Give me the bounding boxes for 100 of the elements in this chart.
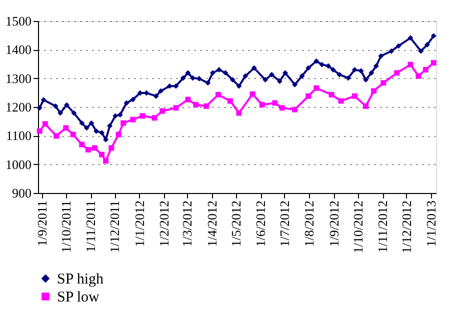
point (40, 97, 46, 103)
point (408, 62, 414, 68)
point (276, 78, 282, 84)
y-tick-label: 1300 (6, 70, 32, 86)
point (152, 115, 158, 121)
point (196, 76, 202, 82)
point (378, 53, 384, 59)
point (236, 110, 242, 116)
point (173, 105, 179, 111)
legend-label: SP high (57, 272, 104, 288)
point (130, 116, 136, 122)
point (88, 120, 94, 126)
point (63, 125, 69, 131)
point (352, 93, 358, 99)
point (204, 103, 210, 109)
point (299, 73, 305, 79)
point (242, 73, 248, 79)
point (84, 125, 90, 131)
legend-label: SP low (57, 290, 100, 306)
x-tick-label: 1/8/2012 (302, 200, 317, 247)
point (319, 62, 325, 68)
point (36, 128, 42, 134)
y-tick-label: 1500 (6, 14, 32, 28)
point (124, 100, 130, 106)
x-tick-label: 1/10/2012 (350, 200, 366, 254)
point (79, 120, 85, 126)
point (227, 98, 233, 104)
point (153, 93, 159, 99)
point (116, 132, 122, 138)
point (363, 103, 369, 109)
x-tick-label: 1/1/2013 (424, 200, 439, 247)
point (418, 48, 424, 54)
point (272, 100, 278, 106)
x-tick-label: 1/11/2012 (375, 200, 390, 253)
x-tick-label: 1/9/2012 (326, 200, 342, 247)
point (306, 65, 312, 71)
point (112, 113, 118, 119)
x-tick-label: 1/1/2012 (132, 200, 147, 247)
point (328, 92, 334, 98)
x-tick-label: 1/3/2012 (180, 200, 195, 247)
point (120, 120, 126, 126)
point (166, 83, 172, 89)
point (330, 66, 336, 72)
point (292, 82, 298, 88)
y-tick-label: 900 (12, 186, 32, 200)
point (86, 146, 91, 152)
point (71, 110, 77, 116)
y-tick-label: 1200 (6, 100, 32, 114)
point (99, 152, 105, 158)
point (346, 75, 352, 81)
y-tick-label: 1400 (6, 42, 32, 58)
point (326, 63, 332, 69)
point (262, 77, 268, 83)
point (185, 70, 191, 76)
point (160, 108, 166, 114)
x-tick-label: 1/12/2012 (398, 200, 414, 254)
point (117, 112, 123, 118)
point (430, 60, 436, 66)
point (36, 105, 42, 111)
point (259, 102, 265, 108)
point (193, 102, 199, 108)
x-tick-label: 1/4/2012 (204, 200, 220, 247)
point (250, 91, 256, 97)
point (338, 98, 344, 104)
y-tick-label: 1100 (6, 128, 32, 144)
point (42, 121, 48, 127)
point (190, 75, 196, 81)
point (103, 158, 109, 164)
point (70, 132, 76, 138)
x-tick-label: 1/9/2011 (34, 200, 50, 246)
point (107, 123, 113, 129)
point (54, 133, 60, 139)
point (64, 102, 70, 108)
x-tick-label: 1/11/2011 (83, 200, 98, 252)
point (380, 80, 386, 86)
point (236, 83, 242, 89)
point (158, 88, 164, 94)
x-tick-label: 1/12/2011 (107, 200, 122, 253)
point (140, 113, 146, 119)
point (185, 96, 191, 102)
point (363, 77, 369, 83)
point (422, 66, 428, 72)
point (79, 142, 85, 148)
point (99, 130, 105, 136)
point (92, 145, 98, 151)
x-tick-label: 1/6/2012 (253, 200, 268, 247)
x-tick-label: 1/2/2012 (156, 200, 172, 247)
point (394, 70, 400, 76)
point (314, 58, 320, 64)
point (180, 75, 186, 81)
point (336, 72, 342, 78)
point (396, 43, 402, 49)
point (58, 110, 64, 116)
point (368, 70, 374, 76)
point (205, 80, 211, 86)
x-tick-label: 1/10/2011 (58, 200, 74, 253)
point (416, 73, 422, 79)
point (52, 103, 58, 109)
point (314, 85, 320, 91)
point (216, 66, 222, 72)
